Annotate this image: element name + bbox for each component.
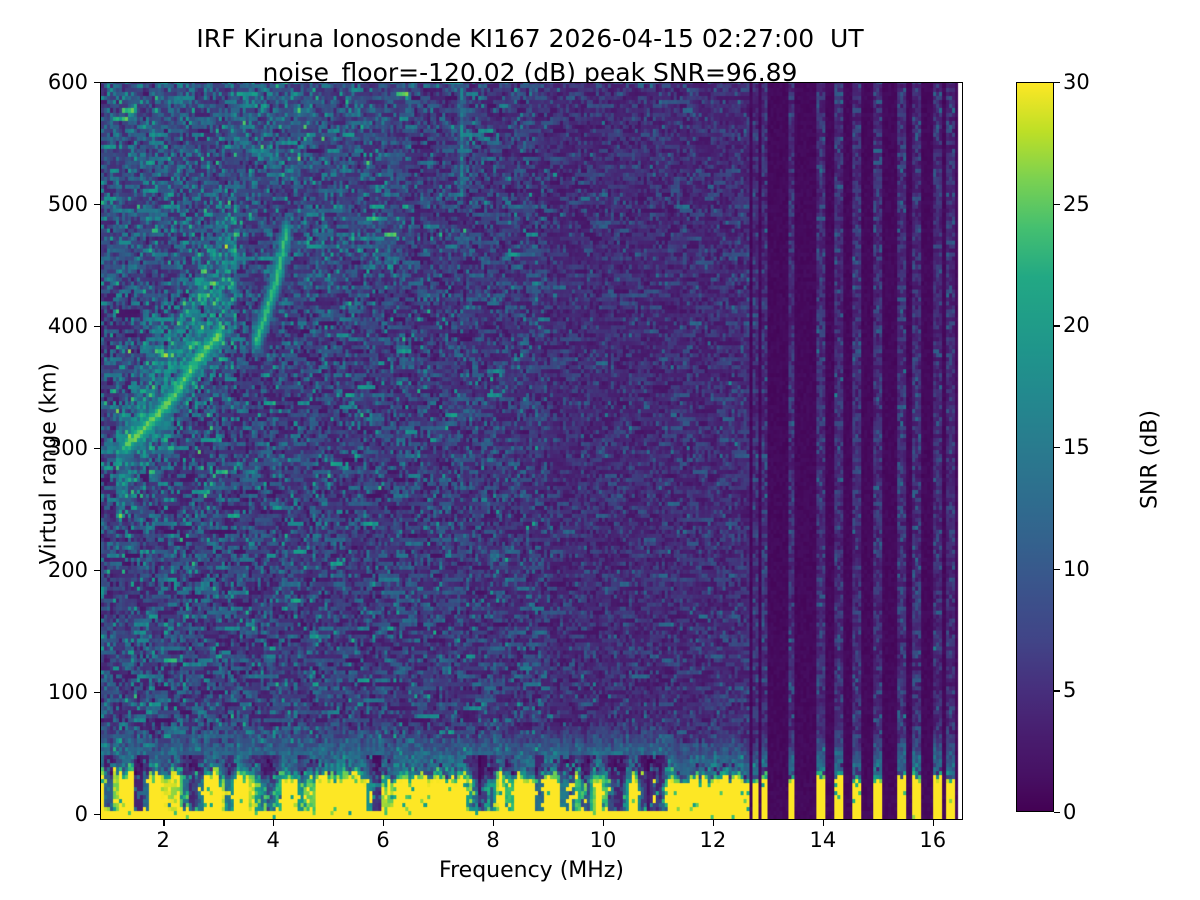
x-tick — [602, 820, 605, 826]
colorbar-tick-label: 20 — [1063, 313, 1090, 338]
colorbar-tick-label: 0 — [1063, 800, 1077, 824]
figure-title-line1: IRF Kiruna Ionosonde KI167 2026-04-15 02… — [196, 24, 864, 53]
y-tick — [94, 447, 100, 450]
x-tick-label: 2 — [156, 828, 170, 852]
y-tick-label: 500 — [47, 191, 88, 216]
ionogram-heatmap — [101, 83, 962, 819]
y-tick-label: 600 — [47, 70, 88, 94]
colorbar-tick-label: 30 — [1063, 70, 1090, 94]
colorbar-tick — [1054, 812, 1060, 814]
x-tick — [163, 820, 165, 826]
colorbar-tick-label: 5 — [1063, 678, 1077, 703]
y-tick-label: 400 — [47, 313, 88, 338]
y-tick-label: 0 — [74, 801, 88, 826]
x-tick-label: 10 — [589, 828, 617, 852]
ionogram-axes — [100, 82, 963, 820]
colorbar-tick — [1054, 325, 1060, 327]
colorbar-tick — [1054, 568, 1060, 570]
colorbar-tick-label: 10 — [1063, 556, 1090, 581]
colorbar-label: SNR (dB) — [1137, 410, 1163, 509]
y-tick — [94, 813, 100, 816]
colorbar — [1016, 82, 1054, 812]
y-axis-label: Virtual range (km) — [36, 362, 62, 565]
x-tick-label: 12 — [699, 828, 727, 852]
x-tick-label: 14 — [809, 828, 837, 852]
x-tick — [493, 820, 495, 826]
x-tick — [273, 820, 275, 826]
x-tick — [822, 820, 825, 826]
x-tick — [383, 820, 385, 826]
x-tick-label: 4 — [266, 828, 280, 852]
x-axis-label: Frequency (MHz) — [439, 858, 624, 883]
y-tick — [94, 325, 100, 328]
x-tick-label: 8 — [486, 828, 500, 852]
colorbar-tick — [1054, 203, 1060, 205]
colorbar-tick — [1054, 447, 1060, 449]
x-tick — [932, 820, 935, 826]
x-tick-label: 6 — [376, 828, 390, 852]
y-tick-label: 300 — [47, 435, 88, 460]
colorbar-tick-label: 25 — [1063, 191, 1090, 216]
figure-title: IRF Kiruna Ionosonde KI167 2026-04-15 02… — [0, 22, 1060, 90]
y-tick — [94, 691, 100, 694]
y-tick-label: 200 — [47, 557, 88, 582]
colorbar-tick — [1054, 690, 1060, 692]
colorbar-tick — [1054, 82, 1060, 84]
x-tick — [712, 820, 715, 826]
y-tick — [94, 82, 100, 84]
colorbar-tick-label: 15 — [1063, 435, 1090, 459]
x-tick-label: 16 — [919, 828, 947, 852]
y-tick — [94, 203, 100, 206]
y-tick — [94, 569, 100, 572]
y-tick-label: 100 — [47, 679, 88, 704]
